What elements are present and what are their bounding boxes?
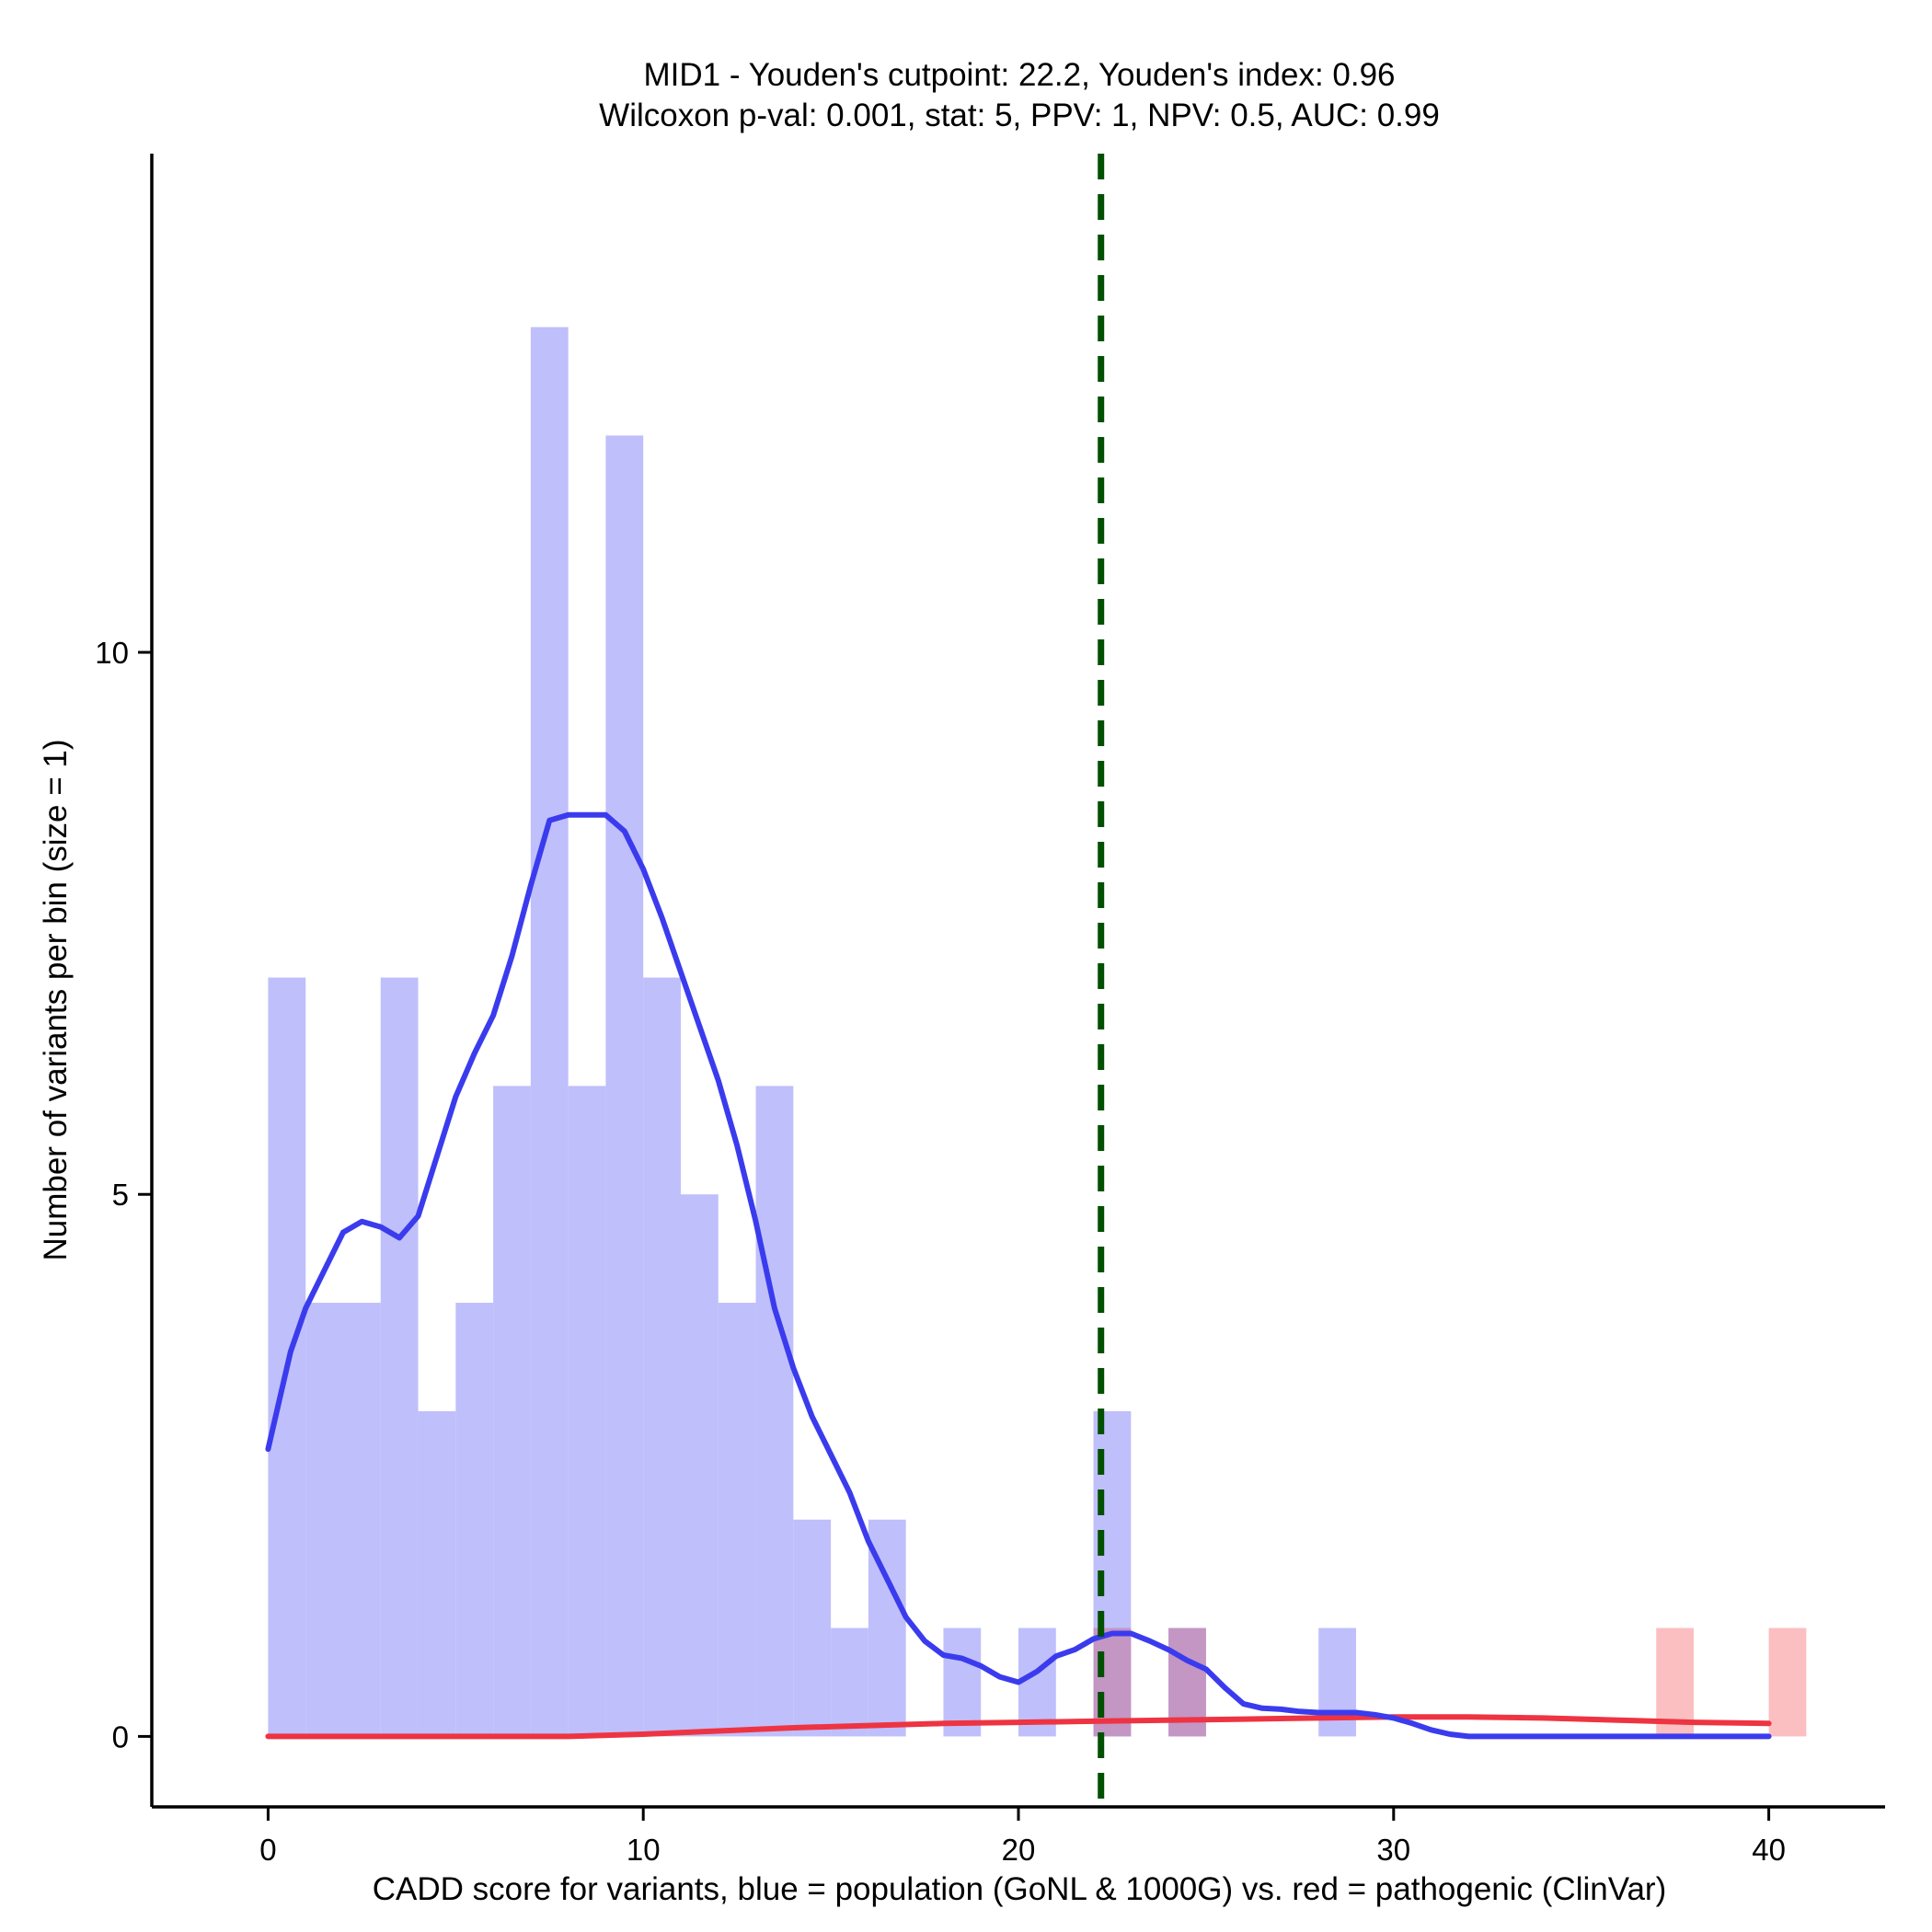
density-curves [265,811,1772,1740]
population-bar [568,1086,606,1737]
chart-title-line2: Wilcoxon p-val: 0.001, stat: 5, PPV: 1, … [599,98,1440,133]
population-bar [680,1194,719,1737]
x-axis-label: CADD score for variants, blue = populati… [373,1871,1667,1907]
y-axis-ticks: 0 5 10 [95,636,152,1754]
population-bar [493,1086,531,1737]
x-tick-label: 40 [1752,1833,1786,1867]
population-bar [718,1303,756,1737]
population-bar [605,435,644,1737]
y-tick-label: 10 [95,636,129,670]
x-tick-label: 10 [627,1833,661,1867]
population-bar [643,977,681,1737]
x-tick-label: 20 [1002,1833,1036,1867]
pathogenic-density-line [265,1714,1772,1740]
population-bar [831,1627,868,1737]
population-density-line [265,811,1772,1740]
population-bar [418,1410,456,1737]
y-tick-label: 0 [112,1719,129,1754]
x-tick-label: 30 [1376,1833,1410,1867]
population-bar [793,1519,832,1737]
histogram-bars [268,327,1807,1737]
population-bar [305,1303,343,1737]
y-tick-label: 5 [112,1178,129,1212]
y-axis-label: Number of variants per bin (size = 1) [38,739,74,1260]
chart-title-line1: MID1 - Youden's cutpoint: 22.2, Youden's… [643,57,1395,93]
population-bar [342,1303,381,1737]
population-bar [530,327,569,1737]
population-bar [380,977,419,1737]
population-bar [1018,1627,1056,1737]
x-axis-ticks: 0 10 20 30 40 [259,1807,1786,1867]
pathogenic-bar [1656,1627,1695,1737]
x-tick-label: 0 [259,1833,276,1867]
population-bar [755,1086,794,1737]
population-bar [943,1627,982,1737]
population-bar [455,1303,494,1737]
pathogenic-bar [1768,1627,1807,1737]
